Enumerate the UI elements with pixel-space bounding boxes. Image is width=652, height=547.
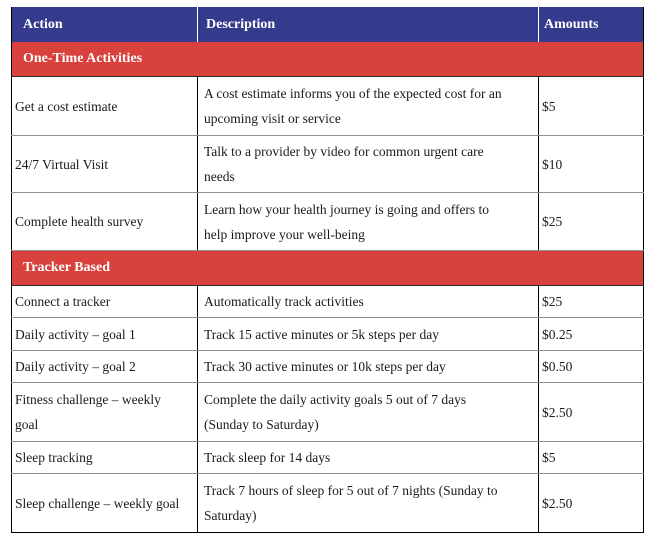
column-header-description: Description	[197, 7, 539, 42]
section-header-one-time: One-Time Activities	[11, 42, 644, 77]
action-cell: Get a cost estimate	[11, 76, 198, 136]
action-cell: Connect a tracker	[11, 285, 198, 318]
section-title: One-Time Activities	[11, 42, 644, 77]
action-cell: Complete health survey	[11, 192, 198, 251]
table-row: Connect a tracker Automatically track ac…	[11, 285, 644, 318]
section-header-tracker-based: Tracker Based	[11, 250, 644, 286]
table-row: Sleep challenge – weekly goal Track 7 ho…	[11, 473, 644, 533]
column-header-action: Action	[11, 7, 198, 42]
table-header-row: Action Description Amounts	[11, 7, 644, 42]
amount-cell: $5	[538, 441, 644, 474]
action-cell: 24/7 Virtual Visit	[11, 135, 198, 193]
description-cell: Talk to a provider by video for common u…	[197, 135, 539, 193]
table-row: 24/7 Virtual Visit Talk to a provider by…	[11, 135, 644, 193]
action-cell: Sleep tracking	[11, 441, 198, 474]
section-title: Tracker Based	[11, 250, 644, 286]
description-cell: Track 30 active minutes or 10k steps per…	[197, 350, 539, 383]
table-row: Sleep tracking Track sleep for 14 days $…	[11, 441, 644, 474]
description-cell: Complete the daily activity goals 5 out …	[197, 382, 539, 442]
description-cell: Track 7 hours of sleep for 5 out of 7 ni…	[197, 473, 539, 533]
action-cell: Fitness challenge – weekly goal	[11, 382, 198, 442]
rewards-table: Action Description Amounts One-Time Acti…	[11, 7, 644, 533]
table-row: Complete health survey Learn how your he…	[11, 192, 644, 251]
amount-cell: $10	[538, 135, 644, 193]
amount-cell: $0.25	[538, 317, 644, 351]
description-cell: Track 15 active minutes or 5k steps per …	[197, 317, 539, 351]
description-cell: Automatically track activities	[197, 285, 539, 318]
amount-cell: $25	[538, 192, 644, 251]
table-row: Fitness challenge – weekly goal Complete…	[11, 382, 644, 442]
table-row: Daily activity – goal 1 Track 15 active …	[11, 317, 644, 351]
amount-cell: $2.50	[538, 382, 644, 442]
description-cell: Track sleep for 14 days	[197, 441, 539, 474]
amount-cell: $5	[538, 76, 644, 136]
description-cell: Learn how your health journey is going a…	[197, 192, 539, 251]
action-cell: Sleep challenge – weekly goal	[11, 473, 198, 533]
action-cell: Daily activity – goal 1	[11, 317, 198, 351]
description-cell: A cost estimate informs you of the expec…	[197, 76, 539, 136]
amount-cell: $2.50	[538, 473, 644, 533]
table-row: Daily activity – goal 2 Track 30 active …	[11, 350, 644, 383]
table-row: Get a cost estimate A cost estimate info…	[11, 76, 644, 136]
amount-cell: $25	[538, 285, 644, 318]
column-header-amounts: Amounts	[538, 7, 644, 42]
action-cell: Daily activity – goal 2	[11, 350, 198, 383]
amount-cell: $0.50	[538, 350, 644, 383]
